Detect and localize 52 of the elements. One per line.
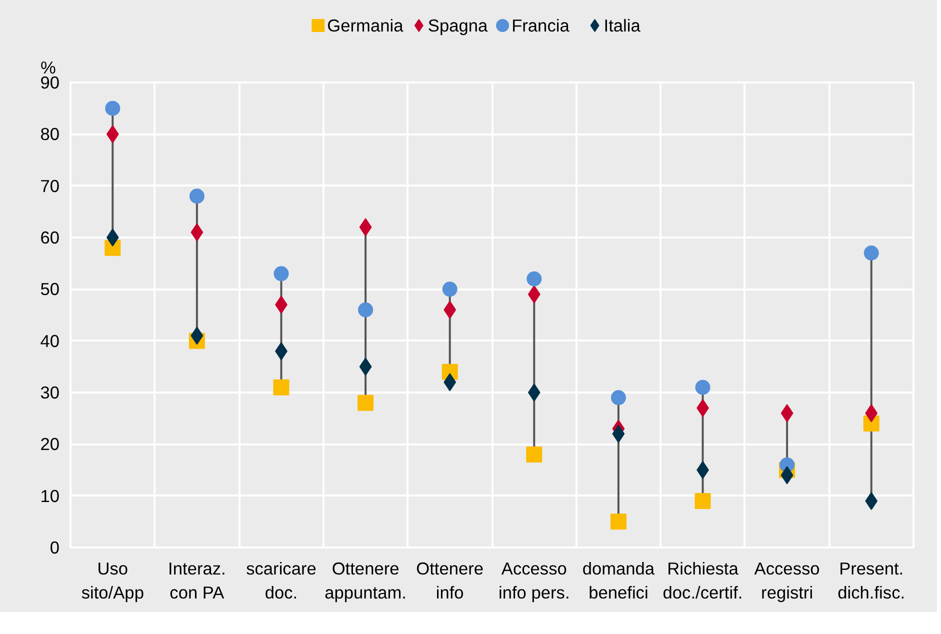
point: [610, 514, 626, 530]
point: [359, 358, 372, 376]
x-tick-label: domanda benefici: [582, 558, 655, 602]
point: [865, 404, 878, 422]
point: [359, 218, 372, 236]
point: [273, 379, 290, 396]
x-tick-label: Accesso info pers.: [498, 558, 570, 602]
y-tick-label: 50: [40, 279, 60, 300]
y-tick-label: 30: [40, 382, 60, 402]
point: [189, 188, 204, 204]
point: [444, 300, 456, 319]
point: [528, 384, 540, 402]
point: [442, 282, 458, 297]
y-tick-label: 0: [50, 538, 60, 558]
x-tick-label: Accesso registri: [754, 558, 820, 602]
y-tick-label: 40: [40, 330, 60, 351]
legend-label: Germania: [327, 16, 404, 36]
legend-label: Francia: [512, 16, 570, 36]
x-tick-label: Ottenere appuntam.: [324, 558, 406, 602]
y-tick-label: 70: [40, 176, 60, 196]
y-tick-label: 10: [40, 486, 60, 506]
point: [780, 404, 794, 422]
point: [865, 492, 878, 510]
point: [694, 493, 711, 509]
point: [190, 223, 204, 242]
point: [190, 326, 204, 345]
y-tick-label: 80: [40, 124, 60, 144]
point: [526, 446, 542, 462]
x-tick-label: Uso sito/App: [81, 558, 144, 602]
point: [444, 373, 456, 392]
point: [610, 390, 626, 406]
point: [695, 380, 710, 395]
legend-label: Italia: [604, 16, 641, 36]
y-tick-label: 20: [40, 434, 60, 454]
point: [106, 125, 119, 144]
x-tick-label: Ottenere info: [416, 558, 484, 602]
x-tick-label: Present. dich.fisc.: [838, 558, 906, 602]
point: [105, 100, 120, 116]
point: [358, 394, 374, 411]
y-tick-label: 60: [40, 228, 60, 248]
legend-label: Spagna: [428, 16, 488, 36]
point: [358, 302, 374, 318]
point: [864, 246, 879, 260]
x-tick-label: Richiesta doc./certif.: [662, 558, 743, 602]
x-tick-label: scaricare doc.: [246, 558, 316, 602]
point: [780, 466, 794, 484]
point: [526, 271, 542, 286]
x-tick-label: Interaz. con PA: [168, 558, 226, 602]
point: [106, 228, 119, 246]
point: [612, 424, 625, 443]
point: [274, 266, 289, 282]
point: [528, 285, 540, 304]
